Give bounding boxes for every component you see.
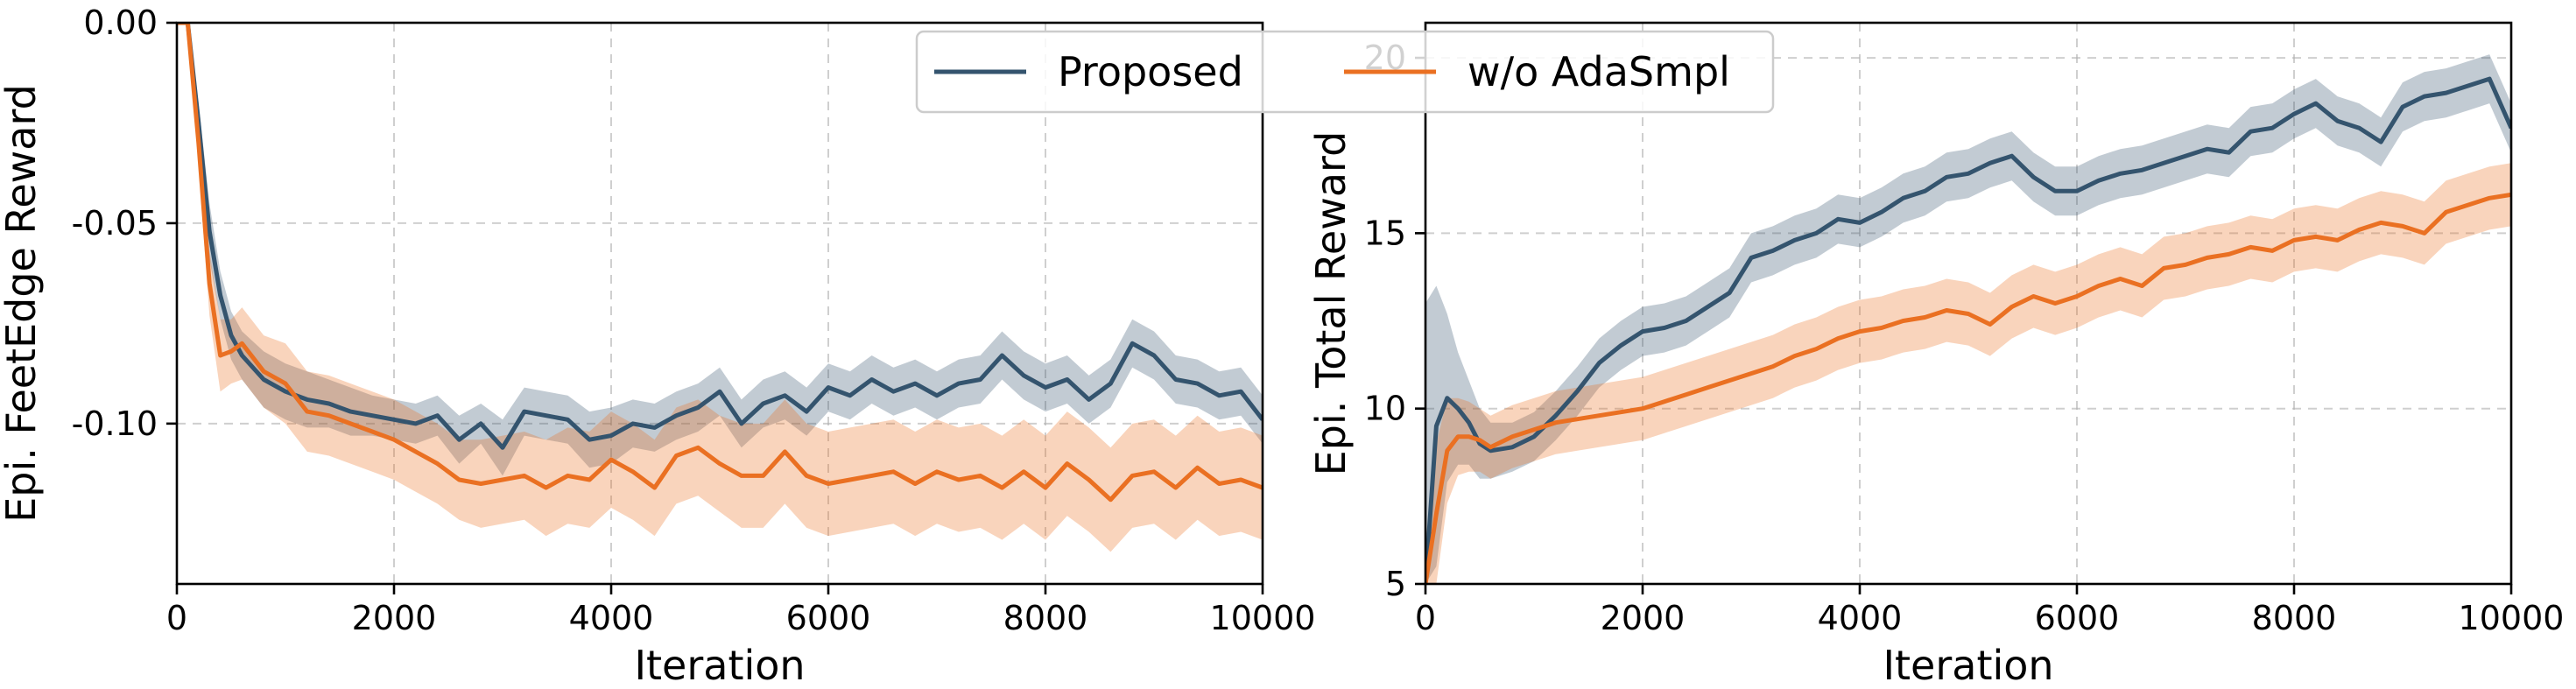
legend: Proposed w/o AdaSmpl [915, 30, 1775, 114]
y-tick-label: 5 [1385, 565, 1406, 603]
x-axis-label: Iteration [1883, 642, 2053, 685]
x-tick-label: 0 [1415, 599, 1436, 637]
line-w-o-adasmpl [177, 23, 1263, 503]
x-tick-label: 8000 [1003, 599, 1088, 637]
x-tick-label: 8000 [2252, 599, 2337, 637]
legend-label-wo-adasmpl: w/o AdaSmpl [1467, 48, 1730, 95]
x-tick-label: 6000 [2035, 599, 2120, 637]
x-tick-label: 2000 [1601, 599, 1686, 637]
axes-frame [175, 21, 1264, 586]
y-tick-label: -0.10 [72, 404, 158, 443]
band-w-o-adasmpl [177, 23, 1263, 552]
x-tick-label: 6000 [786, 599, 871, 637]
line-proposed [1425, 76, 2511, 584]
y-tick-label: 10 [1364, 390, 1406, 428]
y-tick-label: 0.00 [83, 4, 158, 42]
panel-total-reward: 02000400060008000100005101520IterationEp… [1307, 21, 2565, 689]
y-tick-label: -0.05 [72, 204, 158, 243]
x-tick-label: 2000 [352, 599, 437, 637]
band-w-o-adasmpl [1425, 163, 2511, 584]
plot-area [1425, 54, 2511, 584]
y-axis-label: Epi. Total Reward [1307, 131, 1355, 476]
y-tick-label: 15 [1364, 214, 1406, 252]
panel-feetedge-reward: 0 2000 4000 6000 8000 10000 0.00 -0.05 -0.10 Iter… [0, 4, 1316, 689]
x-tick-label: 10000 [1210, 599, 1316, 637]
x-axis-label: Iteration [634, 642, 805, 685]
y-axis-label: Epi. FeetEdge Reward [0, 84, 45, 523]
line-w-o-adasmpl [1425, 192, 2511, 584]
band-proposed [177, 23, 1263, 476]
line-proposed [177, 23, 1263, 450]
axes-frame [1424, 21, 2513, 586]
plot-area [177, 23, 1263, 552]
x-tick-label: 4000 [1818, 599, 1903, 637]
x-tick-label: 0 [166, 599, 187, 637]
x-tick-label: 10000 [2459, 599, 2565, 637]
x-tick-label: 4000 [569, 599, 654, 637]
legend-label-proposed: Proposed [1058, 48, 1243, 95]
